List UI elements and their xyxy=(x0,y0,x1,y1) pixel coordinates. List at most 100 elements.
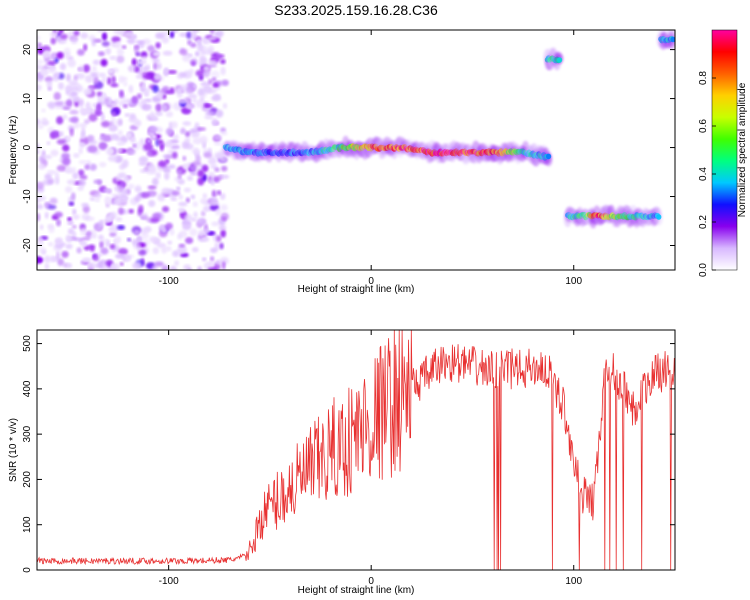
heat-cell xyxy=(215,109,224,118)
heat-cell xyxy=(182,155,187,161)
heat-cell xyxy=(212,82,219,88)
heat-cell xyxy=(153,62,158,70)
heat-cell xyxy=(65,90,70,95)
heat-cell xyxy=(60,33,68,40)
heat-cell xyxy=(221,165,228,172)
heat-cell xyxy=(192,96,197,104)
heat-cell xyxy=(210,182,215,186)
heat-cell xyxy=(131,58,137,66)
heat-cell xyxy=(190,171,198,176)
heat-cell xyxy=(132,262,142,270)
heat-cell xyxy=(141,55,147,63)
heat-cell xyxy=(141,66,150,72)
heat-cell xyxy=(117,148,123,153)
heat-cell xyxy=(203,152,213,159)
heatmap-y-ticks: -20 -10 0 10 20 xyxy=(22,44,675,253)
heat-cell xyxy=(90,247,95,252)
heat-cell xyxy=(178,98,188,105)
heat-cell xyxy=(211,118,219,126)
heat-cell xyxy=(218,54,225,59)
heat-cell xyxy=(81,213,91,221)
heat-cell xyxy=(92,254,100,262)
heat-cell xyxy=(101,32,108,41)
heat-cell xyxy=(134,45,140,54)
heat-cell xyxy=(83,43,88,52)
heat-cell xyxy=(152,247,159,255)
heat-cell xyxy=(208,60,217,65)
heat-cell xyxy=(61,250,69,258)
heat-cell xyxy=(179,32,186,37)
heat-cell xyxy=(139,168,150,173)
x-tick-label: 0 xyxy=(368,576,374,587)
heat-cell xyxy=(220,59,226,65)
heat-cell xyxy=(67,217,73,222)
heat-cell xyxy=(41,108,46,113)
heat-cell xyxy=(96,91,102,97)
heat-cell xyxy=(109,121,114,126)
heat-cell xyxy=(99,136,109,141)
heat-cell xyxy=(201,107,212,112)
heat-cell xyxy=(78,147,83,155)
heat-cell xyxy=(157,193,166,202)
heat-cell xyxy=(190,60,196,67)
heat-cell xyxy=(219,174,230,179)
heat-cell xyxy=(143,143,153,151)
heat-cell xyxy=(56,219,61,227)
heat-cell xyxy=(62,106,71,110)
heat-cell xyxy=(37,35,41,40)
heat-cell xyxy=(73,122,80,129)
heat-cell xyxy=(139,138,145,146)
heatmap-x-ticks: -100 0 100 xyxy=(159,30,583,287)
heat-cell xyxy=(99,161,107,168)
heat-cell xyxy=(165,127,174,136)
heat-cell xyxy=(37,150,40,154)
heat-cell xyxy=(171,190,181,196)
heatmap-y-axis-label: Frequency (Hz) xyxy=(8,116,19,185)
x-tick-label: -100 xyxy=(159,576,179,587)
heat-cell xyxy=(190,132,200,138)
heat-cell xyxy=(73,74,78,82)
heat-cell xyxy=(50,132,56,139)
heat-cell xyxy=(93,76,99,85)
heat-cell xyxy=(65,234,72,243)
heat-cell xyxy=(79,123,87,128)
heat-cell xyxy=(162,228,167,233)
heat-cell xyxy=(71,225,77,229)
heat-cell xyxy=(105,47,112,55)
heat-cell xyxy=(116,198,122,206)
heat-cell xyxy=(104,215,112,224)
heat-cell xyxy=(81,127,86,136)
heat-cell xyxy=(87,109,97,114)
heat-cell xyxy=(37,181,45,190)
heat-cell xyxy=(138,204,144,213)
heat-cell xyxy=(164,172,170,181)
heat-cell xyxy=(170,197,178,202)
heat-cell xyxy=(119,90,124,98)
heat-cell xyxy=(110,133,120,141)
heat-cell xyxy=(176,169,183,174)
heat-cell xyxy=(199,135,208,145)
heat-cell xyxy=(92,59,100,65)
heat-cell xyxy=(94,38,102,43)
heat-cell xyxy=(202,228,211,234)
heat-cell xyxy=(105,147,115,156)
heat-cell xyxy=(141,212,149,221)
heat-cell xyxy=(165,222,173,230)
heat-cell xyxy=(222,102,228,109)
heat-cell xyxy=(182,53,191,62)
heat-cell xyxy=(65,73,71,82)
heat-cell xyxy=(182,121,192,126)
heat-cell xyxy=(104,97,109,104)
heat-cell xyxy=(158,160,167,168)
heat-cell xyxy=(207,63,217,68)
heat-cell xyxy=(87,134,95,142)
heat-cell xyxy=(68,79,78,86)
heat-cell xyxy=(670,36,675,43)
heat-cell xyxy=(89,196,96,201)
heat-cell xyxy=(39,71,48,76)
heat-cell xyxy=(131,96,138,105)
heat-cell xyxy=(128,208,135,214)
heat-cell xyxy=(37,84,42,92)
heat-cell xyxy=(72,208,77,216)
